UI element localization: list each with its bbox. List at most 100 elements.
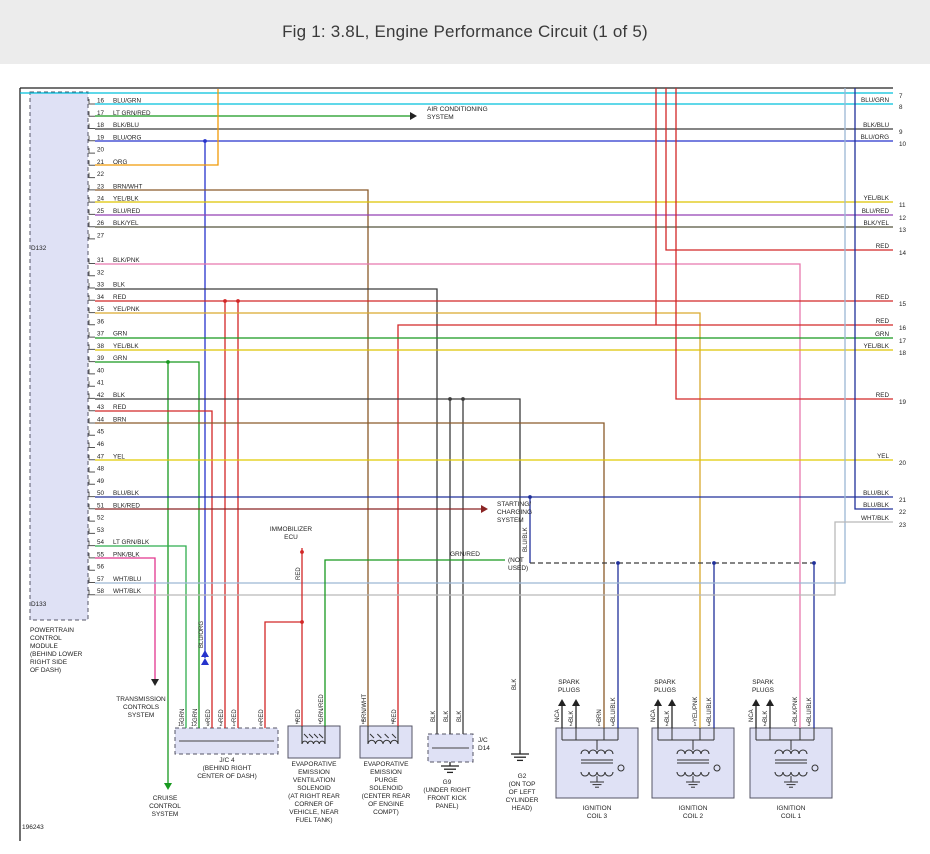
- junction-dot: [812, 561, 816, 565]
- pcm-pin-row: 54 LT GRN/BLK: [88, 539, 150, 546]
- svg-text:44: 44: [97, 416, 105, 423]
- svg-text:17: 17: [899, 338, 907, 345]
- connector-pin-number: 9: [207, 722, 210, 728]
- svg-text:21: 21: [899, 497, 907, 504]
- pcm-pin-row: 52: [88, 515, 105, 522]
- svg-text:20: 20: [97, 147, 105, 154]
- pcm-pin-row: 56: [88, 564, 105, 571]
- svg-text:45: 45: [97, 429, 105, 436]
- svg-text:TRANSMISSION: TRANSMISSION: [116, 696, 166, 703]
- svg-text:38: 38: [97, 343, 105, 350]
- svg-text:EMISSION: EMISSION: [370, 769, 402, 776]
- wire-color-label: RED: [296, 567, 302, 580]
- svg-text:RED: RED: [876, 243, 890, 250]
- pcm-pin-row: 49: [88, 478, 105, 485]
- svg-text:BLK/RED: BLK/RED: [113, 502, 140, 509]
- svg-text:53: 53: [97, 527, 105, 534]
- svg-text:OF LEFT: OF LEFT: [509, 789, 536, 796]
- wire-pin54-lt-grn-blk: [95, 545, 187, 728]
- svg-text:18: 18: [97, 122, 105, 129]
- svg-text:SYSTEM: SYSTEM: [427, 114, 454, 121]
- svg-text:(ON TOP: (ON TOP: [509, 781, 536, 788]
- wire-pin42-blk: [95, 398, 521, 750]
- purge-solenoid-label: EVAPORATIVEEMISSIONPURGESOLENOID(CENTER …: [362, 761, 411, 816]
- svg-text:58: 58: [97, 588, 105, 595]
- wire-pin35-yel-pnk: [95, 312, 701, 728]
- svg-text:CHARGING: CHARGING: [497, 509, 532, 516]
- svg-text:32: 32: [97, 269, 105, 276]
- svg-text:YEL/BLK: YEL/BLK: [863, 195, 889, 202]
- svg-text:BRN: BRN: [113, 416, 127, 423]
- wire-color-label: YEL/PNK: [693, 697, 699, 722]
- wire-pin31-blk-pnk: [95, 263, 801, 728]
- svg-text:ORG: ORG: [113, 159, 127, 166]
- svg-text:BLU/GRN: BLU/GRN: [861, 97, 889, 104]
- svg-text:IGNITION: IGNITION: [777, 805, 806, 812]
- wire-red-19: [675, 88, 893, 400]
- svg-text:21: 21: [97, 159, 105, 166]
- svg-text:41: 41: [97, 380, 105, 387]
- svg-text:J/C: J/C: [478, 737, 488, 744]
- pcm-pin-row: 37 GRN: [88, 331, 127, 338]
- svg-text:196243: 196243: [22, 824, 44, 831]
- connector-pin-number: 1: [598, 722, 601, 728]
- pcm-pin-row: 44 BRN: [88, 416, 127, 424]
- junction-dot: [203, 139, 207, 143]
- svg-text:SYSTEM: SYSTEM: [152, 811, 179, 818]
- svg-text:11: 11: [899, 202, 906, 209]
- svg-text:RED: RED: [876, 392, 890, 399]
- wire-purge-red: [397, 324, 893, 726]
- right-wire-exit: BLU/ORG 10: [861, 134, 907, 148]
- svg-text:12: 12: [899, 215, 907, 222]
- pcm-pin-row: D132: [31, 245, 47, 252]
- svg-text:COIL 2: COIL 2: [683, 813, 704, 820]
- arrow-d: [164, 783, 172, 790]
- pcm-pin-row: 58 WHT/BLK: [88, 588, 142, 595]
- connector-pin-number: 3: [708, 722, 711, 728]
- svg-text:EVAPORATIVE: EVAPORATIVE: [292, 761, 338, 768]
- pcm-pin-row: 21 ORG: [88, 159, 127, 166]
- pcm-pin-row: 19 BLU/ORG: [88, 134, 141, 141]
- pcm-pin-row: 20: [88, 147, 105, 154]
- svg-text:D133: D133: [31, 601, 47, 608]
- figure-title: Fig 1: 3.8L, Engine Performance Circuit …: [282, 22, 648, 41]
- pcm-pin-row: 34 RED: [88, 294, 127, 301]
- svg-text:16: 16: [97, 98, 105, 105]
- svg-text:(BEHIND LOWER: (BEHIND LOWER: [30, 651, 83, 658]
- right-wire-exit: YEL/BLK 11: [863, 195, 906, 209]
- pcm-pin-row: 22: [88, 171, 105, 178]
- svg-text:BLK: BLK: [113, 282, 126, 289]
- connector-pin-number: 1: [794, 722, 797, 728]
- wire-pin23-brn-wht: [95, 189, 369, 726]
- svg-text:IMMOBILIZER: IMMOBILIZER: [270, 526, 313, 533]
- wire-color-label: BLK: [444, 711, 450, 722]
- right-wire-exit: 7: [899, 93, 903, 100]
- svg-text:8: 8: [899, 104, 903, 111]
- jc-d14-box: [427, 733, 474, 763]
- solenoid-coil-symbol: [367, 726, 399, 745]
- svg-text:(NOT: (NOT: [508, 557, 524, 564]
- connector-pin-number: 1: [319, 720, 322, 726]
- wire-color-label: RED: [296, 709, 302, 722]
- arrow-u: [572, 699, 580, 706]
- ground-symbol: [441, 762, 459, 774]
- pcm-pin-row: 32: [88, 269, 105, 277]
- svg-text:56: 56: [97, 564, 105, 571]
- pcm-pin-row: 25 BLU/RED: [88, 208, 141, 215]
- svg-text:GRN/RED: GRN/RED: [450, 551, 480, 558]
- svg-text:SOLENOID: SOLENOID: [297, 785, 331, 792]
- wire-red-14: [665, 88, 893, 251]
- pcm-pin-row: 41: [88, 380, 105, 387]
- svg-text:PNK/BLK: PNK/BLK: [113, 551, 140, 558]
- connector-pin-number: 1: [233, 722, 236, 728]
- svg-text:GRN: GRN: [113, 355, 127, 362]
- svg-text:SOLENOID: SOLENOID: [369, 785, 403, 792]
- svg-text:CRUISE: CRUISE: [153, 795, 178, 802]
- connector-pin-number: 3: [808, 722, 811, 728]
- svg-text:FRONT KICK: FRONT KICK: [427, 795, 467, 802]
- svg-text:25: 25: [97, 208, 105, 215]
